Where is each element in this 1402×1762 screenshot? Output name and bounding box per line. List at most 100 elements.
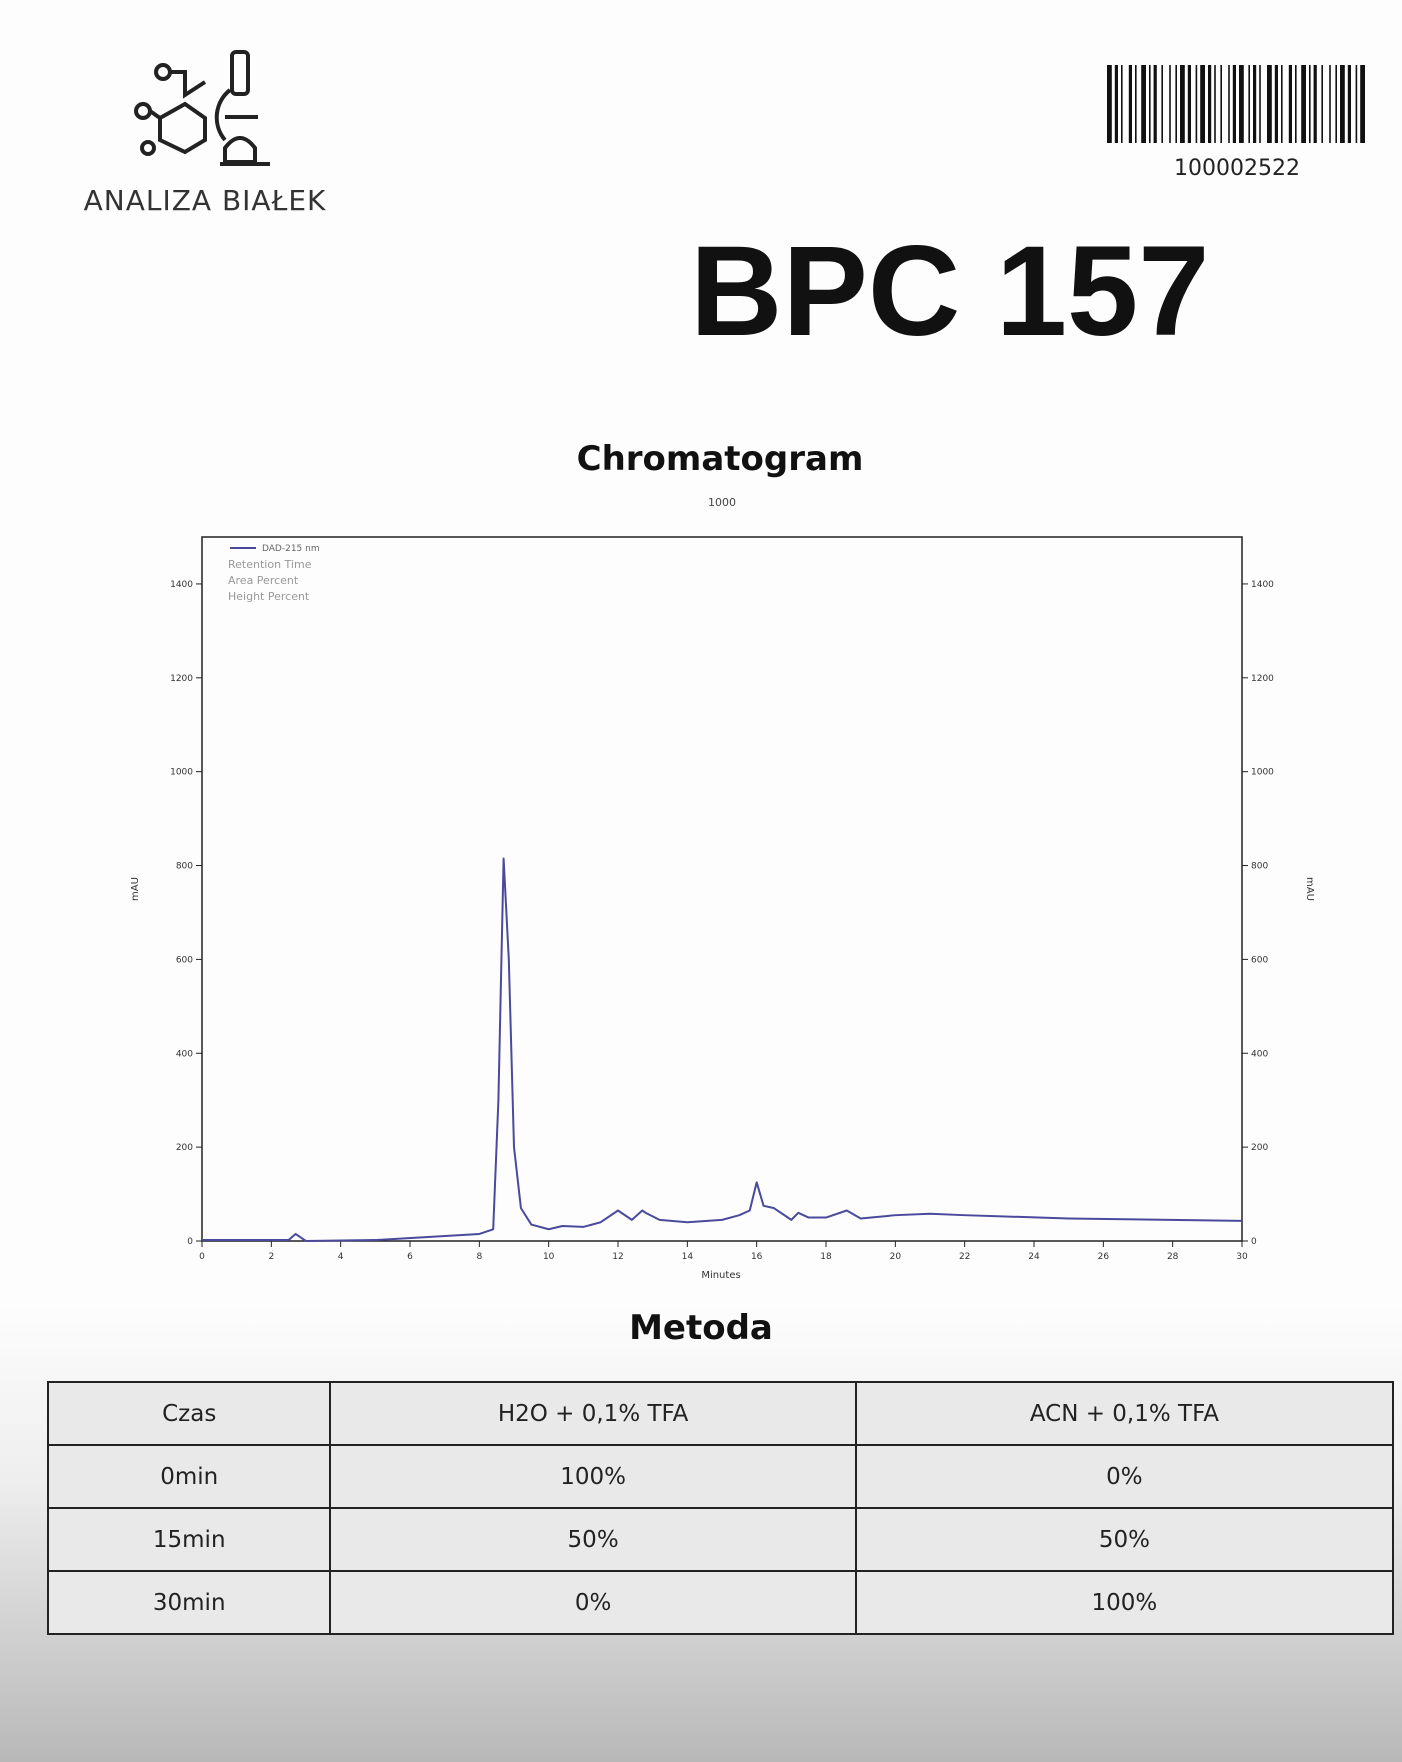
x-tick-label: 2 <box>268 1252 274 1262</box>
x-tick-label: 0 <box>199 1252 205 1262</box>
barcode-bar <box>1248 65 1250 143</box>
y2-tick-label: 600 <box>1251 955 1268 965</box>
x-tick-label: 16 <box>751 1252 763 1262</box>
x-tick-label: 8 <box>476 1252 482 1262</box>
x-tick-label: 12 <box>612 1252 623 1262</box>
barcode-bar <box>1169 65 1171 143</box>
table-cell: 50% <box>854 1507 1395 1572</box>
method-title: Metoda <box>629 1308 773 1348</box>
barcode-bar <box>1121 65 1123 143</box>
table-cell: 0% <box>854 1444 1395 1509</box>
table-row: 30min 0% 100% <box>46 1570 1395 1635</box>
product-name: BPC 157 <box>690 220 1210 363</box>
table-cell: ACN + 0,1% TFA <box>854 1381 1395 1446</box>
barcode <box>1107 65 1365 143</box>
legend-note: Area Percent <box>228 574 299 587</box>
barcode-bar <box>1281 65 1283 143</box>
brand: ANALIZA BIAŁEK <box>83 184 327 217</box>
x-tick-label: 10 <box>543 1252 555 1262</box>
chart-subtitle: 1000 <box>708 496 736 509</box>
x-tick-label: 4 <box>338 1252 344 1262</box>
table-cell: 0% <box>329 1570 857 1635</box>
barcode-bar <box>1208 65 1212 143</box>
table-cell: H2O + 0,1% TFA <box>329 1381 857 1446</box>
table-cell: 30min <box>46 1570 332 1635</box>
barcode-bar <box>1309 65 1311 143</box>
y2-tick-label: 200 <box>1251 1143 1268 1153</box>
barcode-bar <box>1321 65 1323 143</box>
barcode-bar <box>1259 65 1261 143</box>
x-tick-label: 24 <box>1028 1252 1040 1262</box>
barcode-bar <box>1149 65 1151 143</box>
y2-axis-label: mAU <box>1304 877 1315 901</box>
y-tick-label: 400 <box>176 1049 193 1059</box>
table-cell: 50% <box>329 1507 857 1572</box>
y-tick-label: 0 <box>187 1237 193 1247</box>
barcode-bar <box>1220 65 1222 143</box>
barcode-bar <box>1295 65 1297 143</box>
barcode-bar <box>1161 65 1163 143</box>
barcode-bar <box>1200 65 1205 143</box>
barcode-bar <box>1114 65 1118 143</box>
barcode-bar <box>1153 65 1157 143</box>
table-cell: 0min <box>46 1444 332 1509</box>
barcode-bar <box>1355 65 1358 143</box>
barcode-bar <box>1340 65 1345 143</box>
barcode-bar <box>1214 65 1216 143</box>
legend-note: Height Percent <box>228 590 310 603</box>
y2-tick-label: 1200 <box>1251 674 1274 684</box>
x-axis-label: Minutes <box>701 1270 740 1281</box>
table-cell: Czas <box>46 1381 332 1446</box>
logo <box>134 50 270 166</box>
barcode-bar <box>1274 65 1278 143</box>
x-tick-label: 26 <box>1098 1252 1110 1262</box>
y2-tick-label: 1400 <box>1251 580 1274 590</box>
y-axis-label: mAU <box>130 877 141 901</box>
barcode-bar <box>1329 65 1331 143</box>
barcode-bar <box>1141 65 1146 143</box>
barcode-bar <box>1228 65 1230 143</box>
barcode-bar <box>1180 65 1185 143</box>
legend-label: DAD-215 nm <box>262 544 320 554</box>
barcode-bar <box>1128 65 1132 143</box>
table-cell: 15min <box>46 1507 332 1572</box>
y2-tick-label: 1000 <box>1251 768 1274 778</box>
barcode-bar <box>1239 65 1244 143</box>
barcode-bar <box>1267 65 1272 143</box>
barcode-bar <box>1187 65 1191 143</box>
method-table: Czas H2O + 0,1% TFA ACN + 0,1% TFA 0min 100%… <box>46 1381 1395 1635</box>
barcode-bar <box>1253 65 1257 143</box>
plot-frame <box>201 536 1243 1242</box>
chart-title: Chromatogram <box>577 439 864 479</box>
table-row: 15min 50% 50% <box>46 1507 1395 1572</box>
y-tick-label: 800 <box>176 862 193 872</box>
y2-tick-label: 800 <box>1251 862 1268 872</box>
barcode-number: 100002522 <box>1174 156 1300 181</box>
table-row: Czas H2O + 0,1% TFA ACN + 0,1% TFA <box>46 1381 1395 1446</box>
barcode-bar <box>1347 65 1351 143</box>
y-tick-label: 1200 <box>170 674 193 684</box>
table-row: 0min 100% 0% <box>46 1444 1395 1509</box>
barcode-bar <box>1313 65 1317 143</box>
data-line <box>202 857 1243 1242</box>
y-tick-label: 1400 <box>170 580 193 590</box>
y-tick-label: 1000 <box>170 768 193 778</box>
barcode-bar <box>1232 65 1236 143</box>
barcode-bar <box>1135 65 1137 143</box>
x-tick-label: 28 <box>1167 1252 1179 1262</box>
x-tick-label: 18 <box>820 1252 832 1262</box>
y2-tick-label: 0 <box>1251 1237 1257 1247</box>
x-tick-label: 20 <box>890 1252 902 1262</box>
y-tick-label: 200 <box>176 1143 193 1153</box>
x-tick-label: 30 <box>1236 1252 1248 1262</box>
barcode-bar <box>1360 65 1365 143</box>
x-tick-label: 6 <box>407 1252 413 1262</box>
y2-tick-label: 400 <box>1251 1049 1268 1059</box>
x-tick-label: 14 <box>682 1252 694 1262</box>
y-tick-label: 600 <box>176 955 193 965</box>
table-cell: 100% <box>854 1570 1395 1635</box>
barcode-bar <box>1288 65 1292 143</box>
barcode-bar <box>1195 65 1198 143</box>
